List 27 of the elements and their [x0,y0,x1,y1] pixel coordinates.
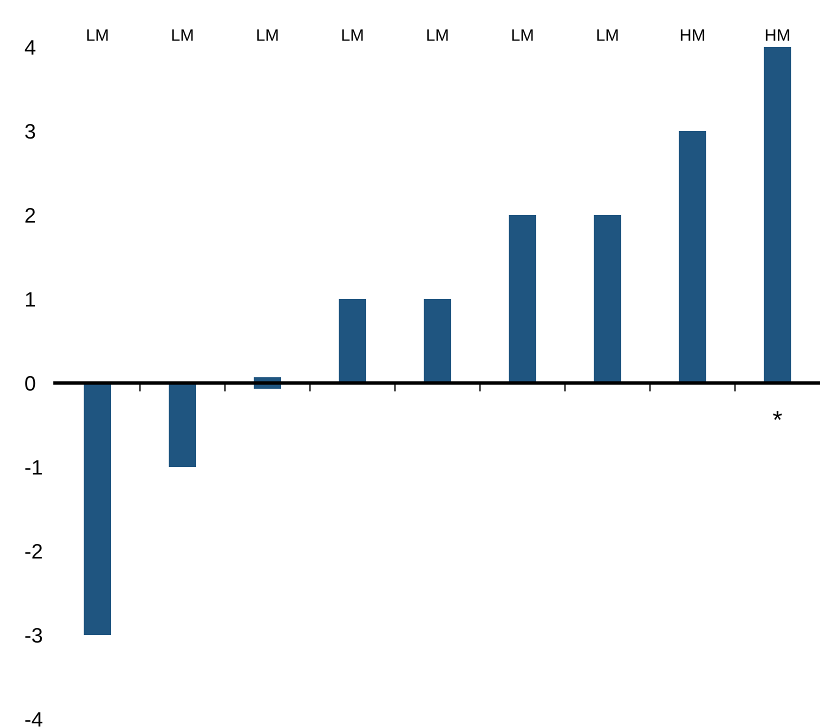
bar [508,215,536,383]
bar [594,215,622,383]
x-tick-label: LM [87,29,108,41]
y-tick-label: -2 [25,544,42,559]
y-tick-label: 0 [25,376,36,391]
x-tick-label: LM [597,29,618,41]
x-tick-label: LM [512,29,533,41]
bar [678,131,706,383]
bar [424,299,452,383]
bar [84,383,112,635]
x-tick-label: HM [680,29,704,41]
bar [764,47,792,383]
y-tick-label: 3 [25,124,36,139]
y-tick-label: 4 [24,40,36,55]
bar [168,383,196,467]
y-tick-label: -4 [25,712,42,727]
y-tick-label: 1 [26,292,35,307]
annotation: * [773,411,782,420]
x-tick-label: LM [427,29,448,41]
bar [338,299,366,383]
y-tick-label: -3 [25,628,42,643]
x-tick-label: LM [342,29,363,41]
x-tick-label: LM [257,29,278,41]
y-tick-label: 2 [25,208,35,223]
y-tick-label: -1 [25,460,42,475]
x-tick-label: HM [766,29,790,41]
x-tick-label: LM [172,29,193,41]
